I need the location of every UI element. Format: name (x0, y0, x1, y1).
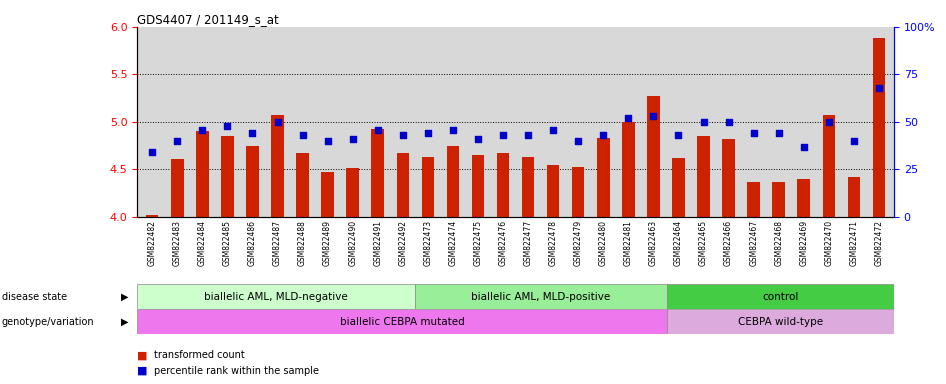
Bar (472, 155, 484, 217)
Point (871, 84, 886, 91)
Point (746, 130, 762, 136)
Text: ▶: ▶ (121, 316, 129, 327)
Bar (146, 215, 159, 217)
Bar (747, 182, 760, 217)
Bar (797, 179, 810, 217)
Bar (667, 284, 894, 309)
Bar (823, 115, 835, 217)
Point (671, 132, 686, 138)
Bar (872, 38, 885, 217)
Bar (296, 153, 308, 217)
Point (546, 126, 561, 132)
Bar (848, 177, 860, 217)
Text: transformed count: transformed count (154, 350, 245, 360)
Bar (547, 165, 559, 217)
Point (270, 119, 285, 125)
Point (320, 138, 335, 144)
Text: ■: ■ (137, 350, 148, 360)
Point (621, 115, 636, 121)
Point (696, 119, 711, 125)
Bar (622, 122, 635, 217)
Bar (697, 136, 710, 217)
Bar (221, 136, 234, 217)
Point (520, 132, 535, 138)
Point (219, 122, 235, 129)
Bar (246, 146, 258, 217)
Point (797, 144, 812, 150)
Point (496, 132, 511, 138)
Text: percentile rank within the sample: percentile rank within the sample (154, 366, 319, 376)
Text: biallelic AML, MLD-positive: biallelic AML, MLD-positive (471, 291, 610, 302)
Point (596, 132, 611, 138)
Point (295, 132, 310, 138)
Point (195, 126, 210, 132)
Point (395, 132, 411, 138)
Bar (137, 284, 414, 309)
Point (570, 138, 586, 144)
Bar (723, 139, 735, 217)
Point (847, 138, 862, 144)
Bar (171, 159, 184, 217)
Bar (522, 157, 534, 217)
Bar (196, 131, 208, 217)
Text: GDS4407 / 201149_s_at: GDS4407 / 201149_s_at (137, 13, 279, 26)
Bar (447, 146, 459, 217)
Point (646, 113, 661, 119)
Text: ▶: ▶ (121, 291, 129, 302)
Bar (422, 157, 434, 217)
Bar (137, 309, 667, 334)
Bar (647, 96, 659, 217)
Bar (597, 138, 609, 217)
Bar (396, 153, 409, 217)
Point (245, 130, 260, 136)
Text: control: control (762, 291, 798, 302)
Bar (322, 172, 334, 217)
Point (446, 126, 461, 132)
Bar (272, 115, 284, 217)
Bar (673, 158, 685, 217)
Bar (773, 182, 785, 217)
Point (370, 126, 385, 132)
Bar (497, 153, 509, 217)
Text: biallelic AML, MLD-negative: biallelic AML, MLD-negative (204, 291, 348, 302)
Bar (346, 167, 359, 217)
Text: biallelic CEBPA mutated: biallelic CEBPA mutated (340, 316, 464, 327)
Bar (372, 129, 384, 217)
Bar (414, 284, 667, 309)
Point (145, 149, 160, 156)
Text: disease state: disease state (2, 291, 67, 302)
Bar (667, 309, 894, 334)
Point (169, 138, 184, 144)
Point (771, 130, 786, 136)
Text: ■: ■ (137, 366, 148, 376)
Point (420, 130, 435, 136)
Text: genotype/variation: genotype/variation (2, 316, 95, 327)
Point (721, 119, 736, 125)
Text: CEBPA wild-type: CEBPA wild-type (738, 316, 823, 327)
Bar (572, 167, 585, 217)
Point (345, 136, 360, 142)
Point (470, 136, 485, 142)
Point (821, 119, 836, 125)
